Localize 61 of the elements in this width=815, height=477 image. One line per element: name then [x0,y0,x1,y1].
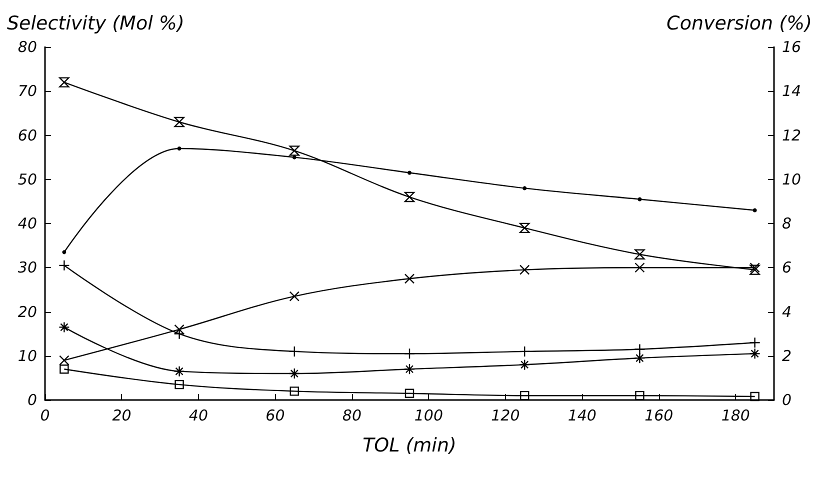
y2-tick-label: 10 [782,170,802,188]
y-tick-label: 20 [18,302,37,321]
point [404,274,415,284]
point [289,146,300,156]
point [638,197,642,202]
y-tick-label: 0 [27,391,37,409]
y-tick-label: 70 [18,82,37,100]
y2-tick-label: 2 [782,346,792,365]
y2-tick-label: 4 [782,302,792,321]
point [62,250,66,254]
point [292,155,296,160]
x-tick-label: 0 [40,406,50,424]
point [177,146,182,150]
x-tick-label: 40 [188,406,208,424]
point [174,116,184,128]
point [750,392,760,402]
point [174,380,184,390]
x-tick-label: 80 [342,406,362,424]
x-tick-label: 120 [491,406,520,424]
x-axis-title: TOL (min) [362,434,456,456]
point [635,390,644,400]
point [408,170,412,175]
y2-tick-label: 12 [782,126,802,144]
point [520,264,530,275]
y-tick-label: 50 [18,170,37,188]
y-axis-title: Selectivity (Mol %) [7,12,184,34]
x-tick-label: 160 [644,406,674,424]
point [404,364,416,375]
point [288,368,300,380]
y2-tick-label: 6 [782,258,792,277]
point [60,364,69,374]
point [174,366,185,377]
point [520,390,530,400]
y-tick-label: 80 [18,38,37,56]
point [749,348,760,360]
y2-axis-title: Conversion (%) [666,12,812,34]
point [522,186,527,190]
point [520,222,530,234]
point [519,359,530,370]
point [752,208,757,212]
point [634,352,646,364]
x-tick-label: 20 [112,406,132,424]
y2-tick-label: 14 [782,82,802,100]
point [59,355,70,366]
y-tick-label: 60 [18,126,37,144]
x-tick-label: 100 [414,406,444,424]
point [404,388,414,398]
x-tick-label: 60 [266,406,285,424]
y2-tick-label: 16 [782,38,802,56]
x-tick-label: 180 [721,406,750,424]
point [404,192,415,202]
point [290,386,299,396]
y2-tick-label: 8 [782,214,792,232]
y-tick-label: 40 [18,214,37,232]
x-tick-label: 140 [568,406,596,424]
point [58,322,70,333]
y2-tick-label: 0 [782,391,792,409]
y-tick-label: 10 [18,346,37,365]
point [634,249,645,260]
point [59,77,70,88]
y-tick-label: 30 [18,258,37,277]
